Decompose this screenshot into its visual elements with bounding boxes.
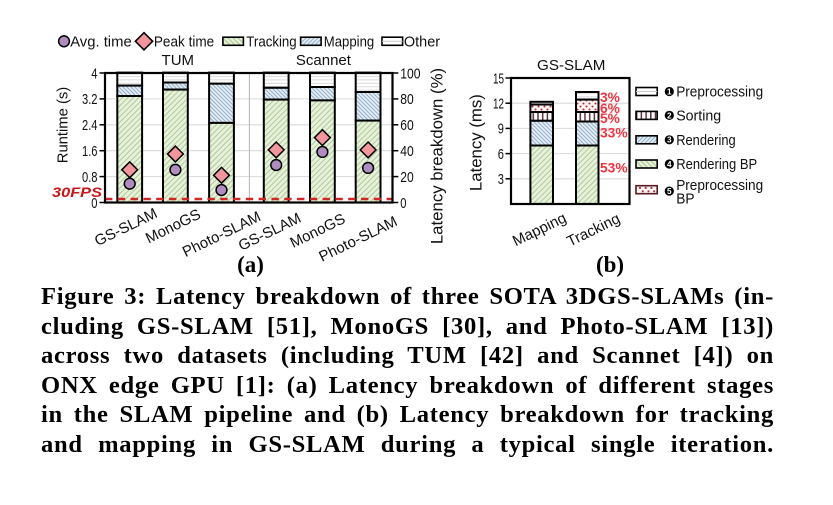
svg-text:Latency breakdown (%): Latency breakdown (%) [427, 68, 446, 244]
svg-text:3%: 3% [600, 90, 620, 105]
svg-text:(b): (b) [596, 252, 624, 277]
svg-text:12: 12 [493, 96, 504, 113]
svg-text:30FPS: 30FPS [52, 185, 103, 200]
svg-text:3: 3 [498, 171, 504, 188]
svg-text:Mapping: Mapping [324, 33, 374, 50]
svg-text:15: 15 [493, 70, 504, 87]
svg-text:80: 80 [400, 91, 414, 108]
svg-text:TUM: TUM [162, 52, 195, 69]
svg-text:60: 60 [400, 117, 414, 134]
svg-text:BP: BP [676, 191, 694, 207]
svg-text:6%: 6% [600, 101, 620, 116]
svg-text:Rendering: Rendering [676, 133, 736, 149]
svg-text:Rendering BP: Rendering BP [676, 157, 757, 173]
svg-text:2.4: 2.4 [82, 117, 98, 134]
svg-text:2: 2 [667, 111, 672, 120]
svg-text:Avg. time: Avg. time [70, 33, 132, 50]
svg-text:53%: 53% [600, 161, 628, 176]
svg-text:Peak time: Peak time [154, 33, 214, 50]
svg-text:Other: Other [404, 33, 440, 50]
svg-text:6: 6 [498, 146, 504, 163]
svg-text:Scannet: Scannet [296, 52, 352, 69]
svg-text:Latency (ms): Latency (ms) [466, 94, 485, 191]
svg-text:0.8: 0.8 [82, 169, 98, 186]
svg-text:Preprocessing: Preprocessing [676, 85, 763, 101]
svg-text:4: 4 [91, 65, 97, 82]
svg-text:5: 5 [667, 187, 672, 196]
svg-text:GS-SLAM: GS-SLAM [537, 57, 605, 74]
svg-text:0: 0 [91, 195, 97, 212]
svg-text:33%: 33% [600, 125, 628, 140]
svg-text:5%: 5% [600, 111, 620, 126]
svg-text:4: 4 [667, 160, 672, 169]
svg-text:Preprocessing: Preprocessing [676, 178, 763, 194]
svg-text:1: 1 [667, 87, 672, 96]
svg-text:Runtime (s): Runtime (s) [55, 87, 71, 164]
svg-text:9: 9 [498, 121, 504, 138]
svg-text:100: 100 [400, 65, 420, 82]
svg-text:40: 40 [400, 143, 414, 160]
svg-text:3.2: 3.2 [82, 91, 98, 108]
svg-text:20: 20 [400, 169, 414, 186]
svg-text:Mapping: Mapping [510, 210, 569, 251]
svg-text:(a): (a) [237, 252, 264, 277]
svg-text:1.6: 1.6 [82, 143, 98, 160]
svg-text:Sorting: Sorting [676, 109, 721, 125]
svg-text:Tracking: Tracking [246, 33, 296, 50]
svg-text:Tracking: Tracking [564, 210, 623, 250]
svg-text:3: 3 [667, 136, 672, 145]
svg-text:0: 0 [400, 195, 406, 212]
